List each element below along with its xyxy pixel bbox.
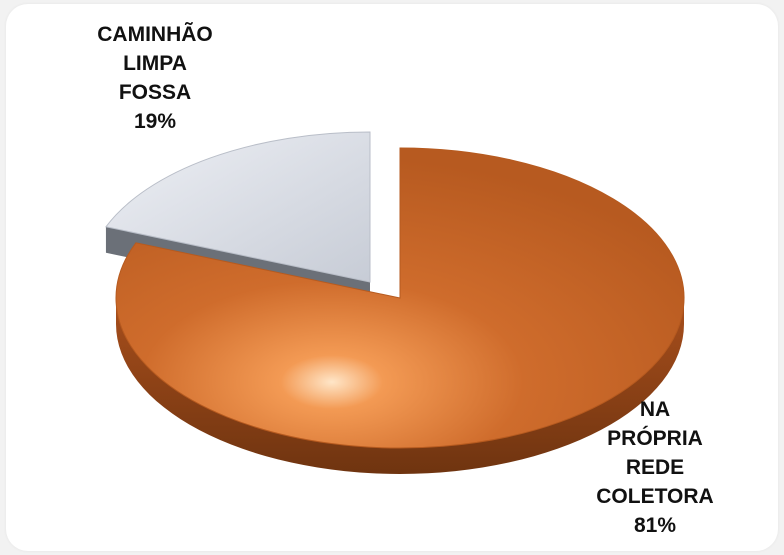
slice-value-rede: 81% [633,514,677,537]
pie-slice-1 [115,147,685,449]
pie-slice-0 [105,131,371,283]
slice-value-caminhao: 19% [133,110,177,133]
slice-label-caminhao-line3: FOSSA [118,81,192,104]
slice-label-rede-line4: COLETORA [596,485,714,508]
slice-label-caminhao-line2: LIMPA [123,52,187,75]
slice-label-rede-line3: REDE [625,456,685,479]
slice-label-rede: NA PRÓPRIA REDE COLETORA 81% [580,395,730,540]
slice-label-rede-line2: PRÓPRIA [607,427,703,450]
slice-label-caminhao-line1: CAMINHÃO [97,23,213,46]
pie-slice-1-side [116,298,684,474]
slice-label-caminhao: CAMINHÃO LIMPA FOSSA 19% [85,20,225,136]
slice-label-rede-line1: NA [639,398,671,421]
